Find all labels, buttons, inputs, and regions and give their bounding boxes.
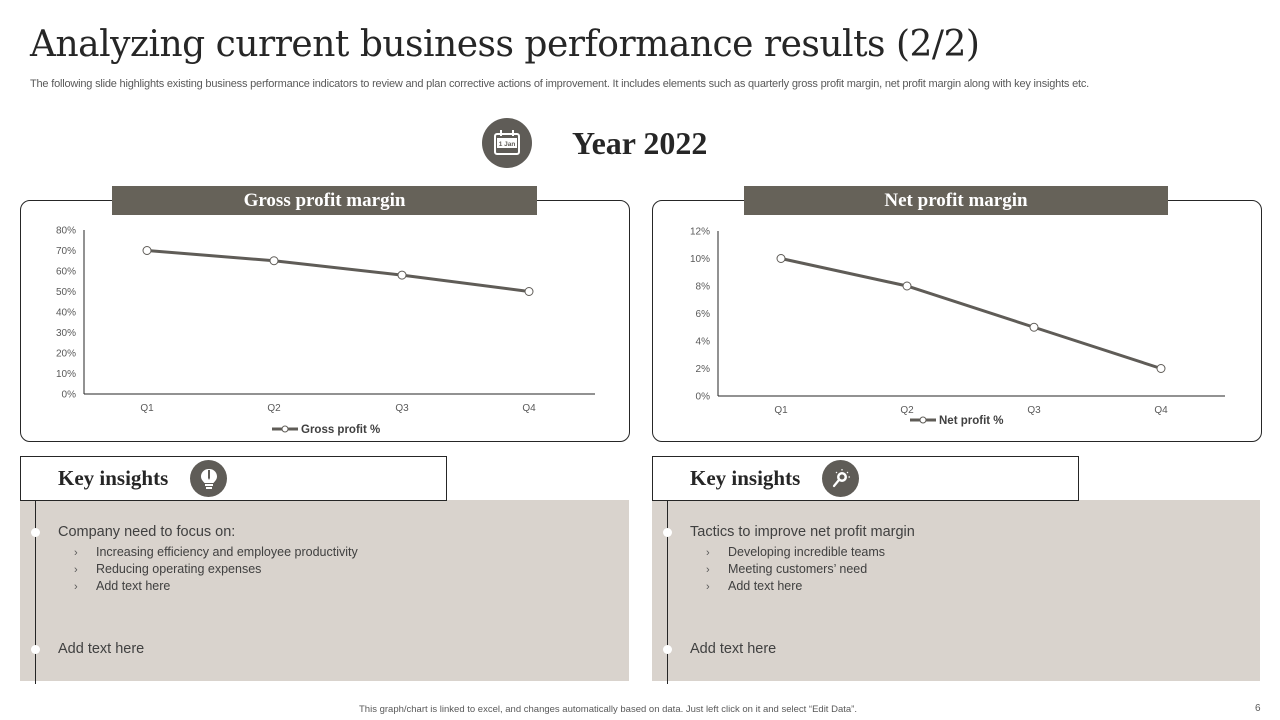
x-tick-label: Q3 <box>395 403 409 414</box>
x-tick-label: Q2 <box>267 403 281 414</box>
y-tick-label: 8% <box>696 282 711 293</box>
year-banner: 1 Jan Year 2022 <box>482 118 707 168</box>
key-insights-left-panel: Company need to focus on: › Increasing ef… <box>20 500 629 684</box>
y-tick-label: 40% <box>56 308 76 319</box>
insight-bullet: › Reducing operating expenses <box>74 562 262 576</box>
insight-bullet-list: › Increasing efficiency and employee prod… <box>74 544 358 595</box>
y-tick-label: 4% <box>696 337 711 348</box>
y-tick-label: 70% <box>56 246 76 257</box>
chevron-right-icon: › <box>74 581 78 593</box>
x-tick-label: Q3 <box>1027 405 1041 416</box>
y-tick-label: 0% <box>696 392 711 403</box>
legend-marker-icon <box>919 416 927 424</box>
timeline-dot <box>31 528 40 537</box>
key-insights-right-panel: Tactics to improve net profit margin › De… <box>652 500 1260 684</box>
timeline-dot <box>663 645 672 654</box>
data-point-marker[interactable] <box>397 270 407 280</box>
series-line <box>146 249 530 293</box>
gross-profit-header: Gross profit margin <box>112 186 537 215</box>
gross-profit-plot: 0% 10% 20% 30% 40% 50% 60% 70% 80% Q1 Q2 Q3 Q4 Gross … <box>56 226 595 436</box>
key-insights-right-tab: Key insights <box>652 456 1079 501</box>
data-point-marker[interactable] <box>524 287 534 296</box>
page-number: 6 <box>1255 703 1261 714</box>
x-tick-label: Q4 <box>522 403 536 414</box>
y-tick-label: 10% <box>690 254 710 265</box>
year-label: Year 2022 <box>572 124 708 161</box>
data-point-marker[interactable] <box>776 254 786 263</box>
y-tick-label: 0% <box>62 390 77 401</box>
x-tick-label: Q1 <box>774 405 788 416</box>
key-insights-title: Key insights <box>58 466 169 490</box>
net-profit-header: Net profit margin <box>744 186 1168 215</box>
y-tick-label: 2% <box>696 364 711 375</box>
legend-label: Gross profit % <box>301 424 380 436</box>
lightbulb-magnifier-icon <box>822 460 860 497</box>
legend-label: Net profit % <box>939 415 1004 427</box>
y-tick-label: 20% <box>56 349 76 360</box>
y-tick-label: 10% <box>56 369 76 380</box>
insight-heading: Tactics to improve net profit margin <box>690 524 915 540</box>
data-point-marker[interactable] <box>142 246 152 255</box>
chevron-right-icon: › <box>74 564 78 576</box>
chevron-right-icon: › <box>74 547 78 559</box>
timeline-dot <box>31 645 40 654</box>
series-line <box>780 257 1162 370</box>
x-tick-label: Q2 <box>900 405 914 416</box>
insight-heading: Company need to focus on: <box>58 524 236 540</box>
timeline-line <box>35 500 36 684</box>
insight-bullet: › Developing incredible teams <box>706 545 886 559</box>
key-insights-title: Key insights <box>690 466 801 490</box>
legend-marker-icon <box>281 425 289 433</box>
slide-subtitle: The following slide highlights existing … <box>30 78 1090 90</box>
net-profit-chart[interactable]: 0% 2% 4% 6% 8% 10% 12% Q1 Q2 Q3 Q4 Net profit % <box>652 200 1262 442</box>
data-point-marker[interactable] <box>902 281 912 291</box>
lightbulb-pen-icon <box>190 460 228 497</box>
calendar-icon: 1 Jan <box>482 118 532 168</box>
insight-bullet-list: › Developing incredible teams › Meeting cu… <box>706 544 885 595</box>
insight-bullet: › Add text here <box>706 579 803 593</box>
timeline-dot <box>663 528 672 537</box>
key-insights-left-tab: Key insights <box>20 456 447 501</box>
slide-title: Analyzing current business performance r… <box>30 24 980 65</box>
timeline-line <box>667 500 668 684</box>
y-tick-label: 30% <box>56 328 76 339</box>
insight-bullet: › Increasing efficiency and employee prod… <box>74 545 358 559</box>
data-point-marker[interactable] <box>1156 364 1166 373</box>
x-tick-label: Q4 <box>1154 405 1168 416</box>
insight-footer-text: Add text here <box>58 641 145 657</box>
gross-profit-chart[interactable]: 0% 10% 20% 30% 40% 50% 60% 70% 80% Q1 Q2 Q3 Q4 Gross … <box>20 200 630 442</box>
data-point-marker[interactable] <box>269 256 279 266</box>
calendar-icon-text: 1 Jan <box>499 141 516 148</box>
data-point-marker[interactable] <box>1029 322 1039 332</box>
net-profit-plot: 0% 2% 4% 6% 8% 10% 12% Q1 Q2 Q3 Q4 Net profit % <box>690 227 1225 427</box>
insight-footer-text: Add text here <box>690 641 777 657</box>
chevron-right-icon: › <box>706 564 710 576</box>
y-tick-label: 12% <box>690 227 710 238</box>
y-tick-label: 50% <box>56 287 76 298</box>
insight-bullet: › Meeting customers’ need <box>706 562 868 576</box>
footnote: This graph/chart is linked to excel, and… <box>359 704 857 715</box>
y-tick-label: 80% <box>56 226 76 237</box>
y-tick-label: 60% <box>56 267 76 278</box>
x-tick-label: Q1 <box>140 403 154 414</box>
chevron-right-icon: › <box>706 547 710 559</box>
y-tick-label: 6% <box>696 309 711 320</box>
chevron-right-icon: › <box>706 581 710 593</box>
insight-bullet: › Add text here <box>74 579 171 593</box>
